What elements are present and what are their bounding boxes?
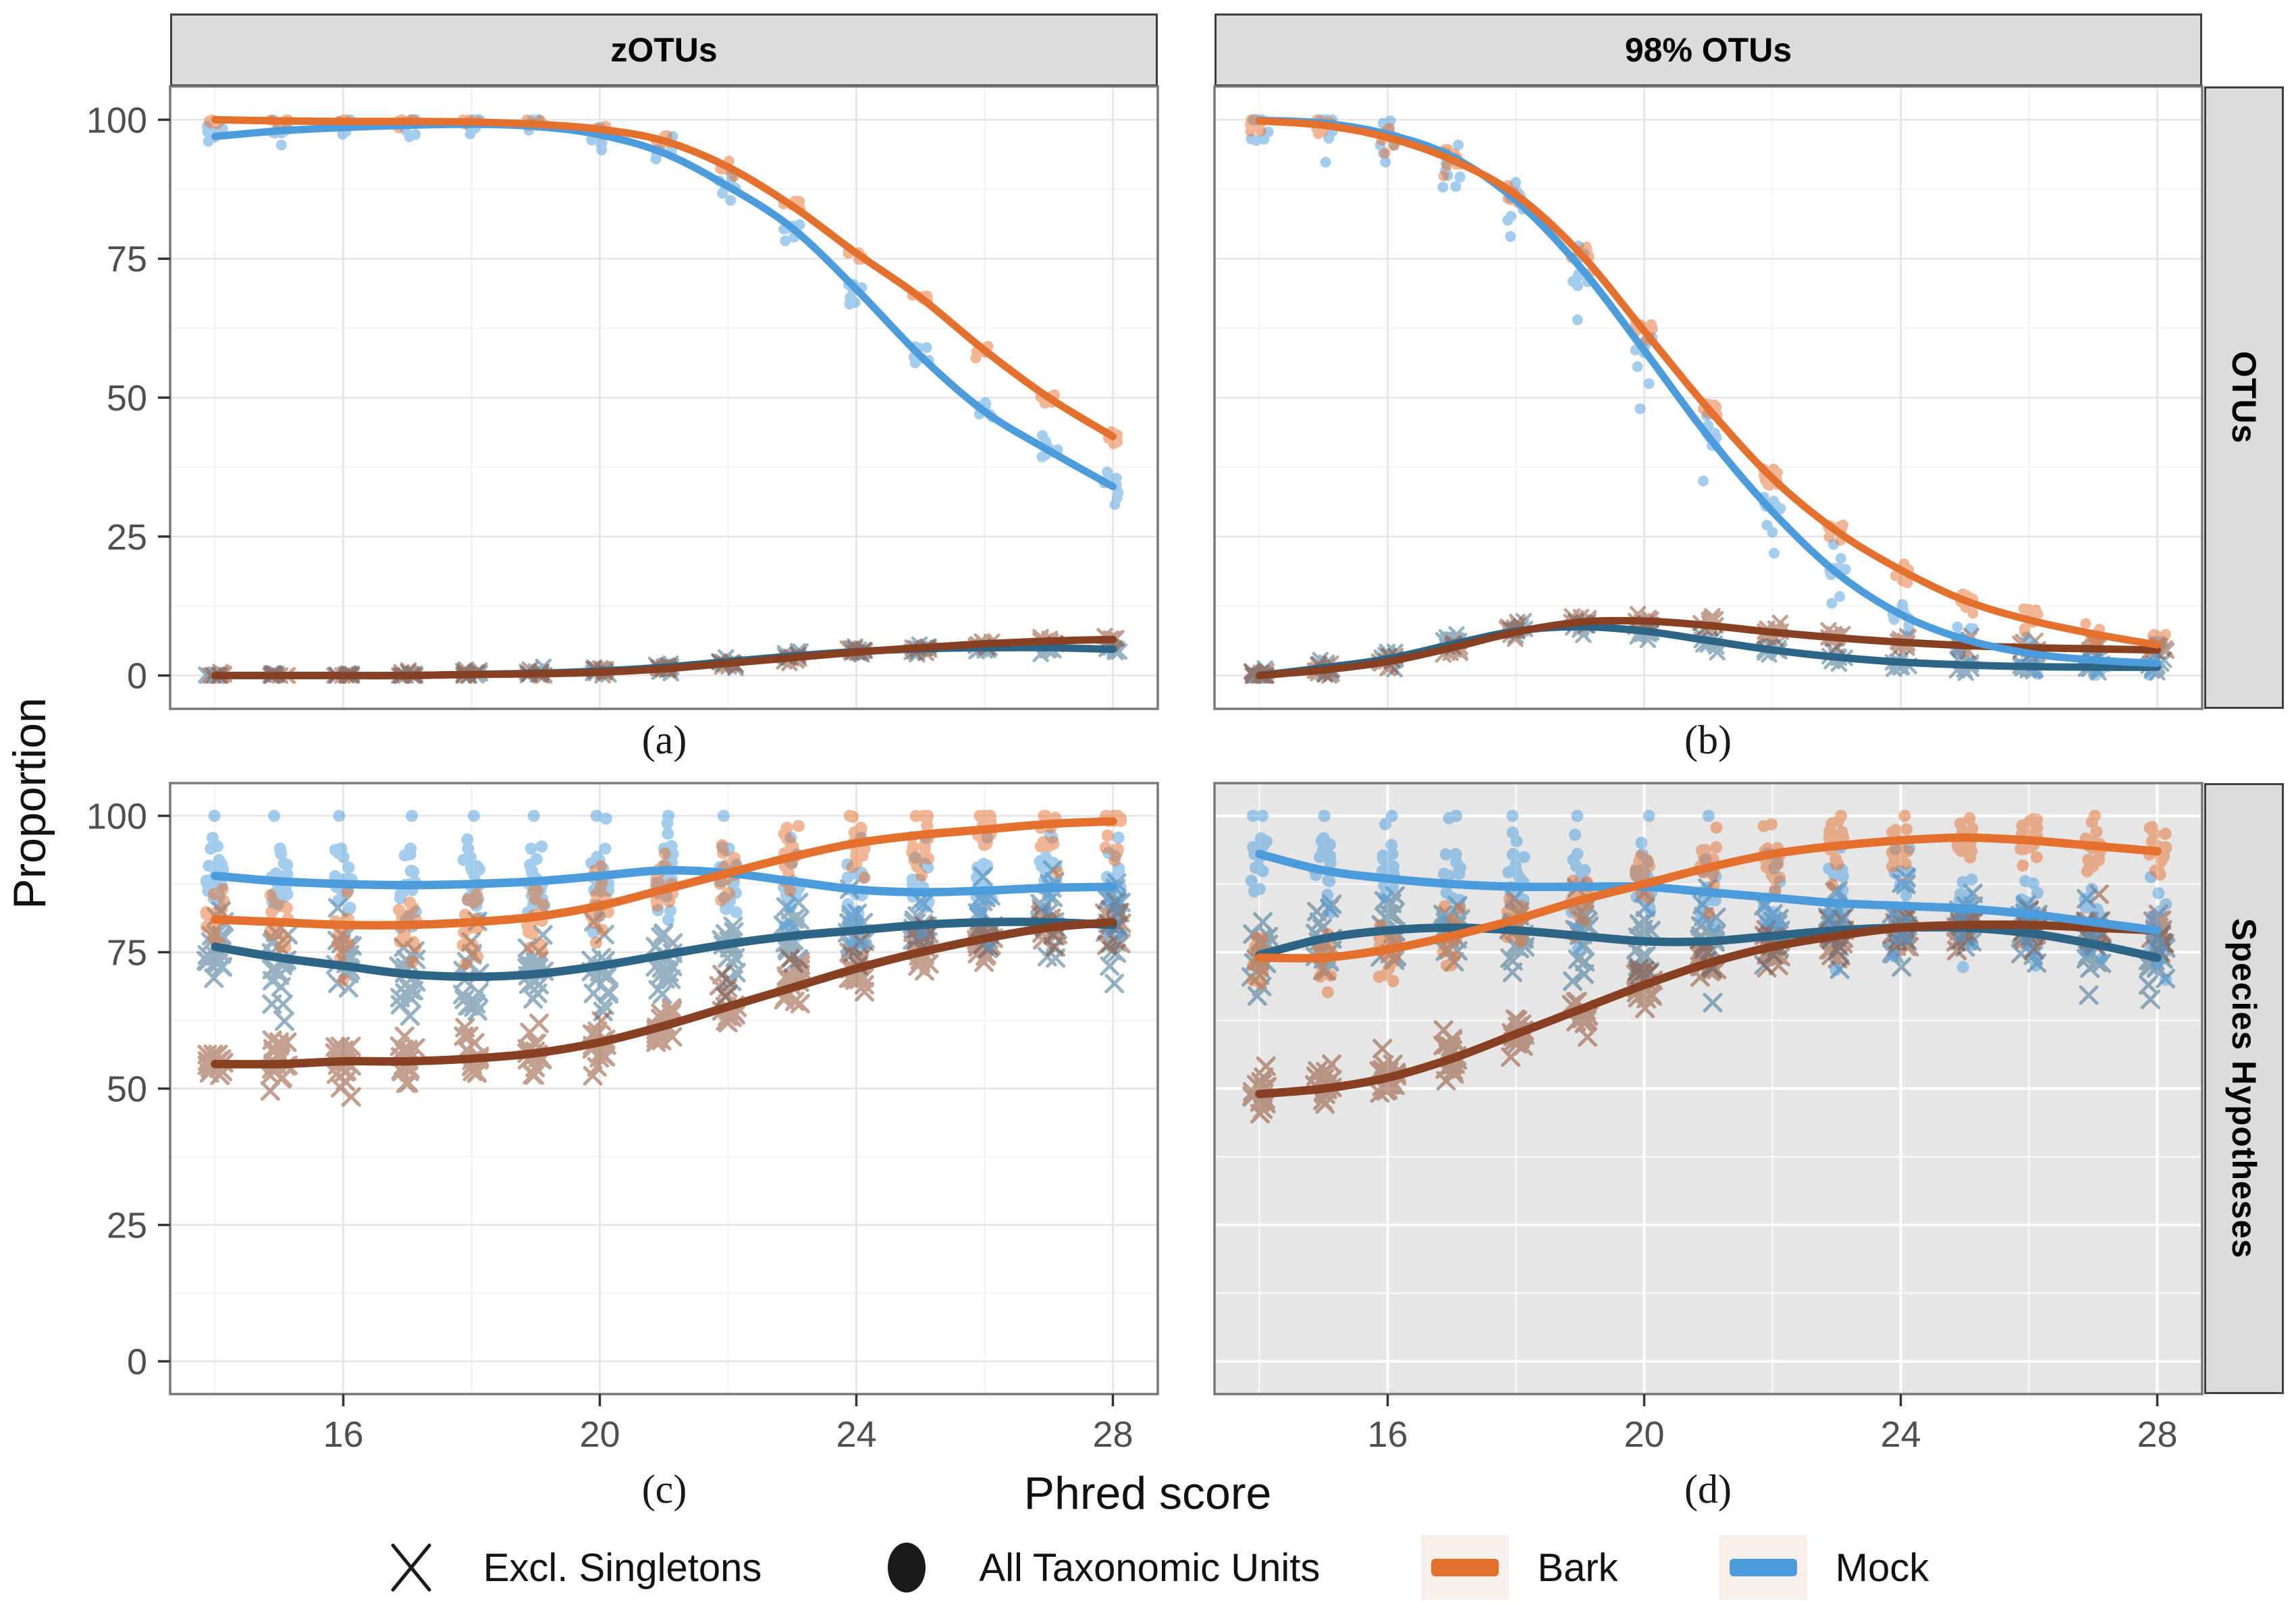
x-tick-label: 24 bbox=[1880, 1414, 1921, 1455]
y-tick-label: 0 bbox=[127, 1342, 147, 1383]
trend-line-d-mock bbox=[1255, 849, 2162, 935]
facet-row-label: OTUs bbox=[2225, 351, 2263, 444]
y-tick-label: 100 bbox=[86, 796, 147, 836]
y-tick-label: 75 bbox=[107, 932, 147, 973]
trend-line-b-mock bbox=[1256, 116, 2161, 667]
legend-item-excl-singletons: Excl. Singletons bbox=[367, 1535, 762, 1600]
y-tick-label: 0 bbox=[127, 656, 147, 697]
x-tick-label: 28 bbox=[1092, 1414, 1133, 1455]
facet-column-header-98-otus: 98% OTUs bbox=[1214, 14, 2202, 86]
facet-row-header-species-hypotheses: Species Hypotheses bbox=[2204, 783, 2284, 1394]
panel-zotus-otus: 0 25 50 75 100 bbox=[86, 85, 1159, 710]
legend-label: Excl. Singletons bbox=[483, 1545, 762, 1590]
y-tick-label: 100 bbox=[86, 100, 147, 140]
trend-line-a-bark bbox=[211, 115, 1117, 441]
legend: Excl. Singletons All Taxonomic Units Bark M… bbox=[0, 1534, 2296, 1601]
chart-area-b bbox=[1213, 85, 2204, 710]
x-tick-label: 20 bbox=[579, 1414, 620, 1455]
legend-label: Bark bbox=[1537, 1545, 1618, 1590]
trend-line-c-bark bbox=[211, 817, 1117, 930]
legend-item-bark: Bark bbox=[1421, 1535, 1618, 1600]
facet-row-header-otus: OTUs bbox=[2204, 86, 2284, 709]
y-tick-label: 25 bbox=[107, 517, 147, 558]
legend-label: Mock bbox=[1835, 1545, 1929, 1590]
trend-line-c-bark_dark bbox=[211, 917, 1117, 1069]
y-tick-label: 50 bbox=[107, 1069, 147, 1110]
chart-area-c: 0 25 50 75 100 16 20 24 28 bbox=[86, 782, 1159, 1455]
facet-column-label: 98% OTUs bbox=[1624, 31, 1792, 69]
chart-area-d: 16 20 24 28 bbox=[1213, 782, 2204, 1455]
y-axis-title: Proportion bbox=[4, 697, 55, 909]
x-tick-label: 24 bbox=[836, 1414, 876, 1455]
trend-line-d-mock_dark bbox=[1255, 923, 2162, 962]
trend-line-d-bark bbox=[1255, 833, 2162, 963]
panel-98otus-otus bbox=[1213, 85, 2204, 710]
y-tick-label: 50 bbox=[107, 378, 147, 419]
y-tick-label: 25 bbox=[107, 1206, 147, 1246]
x-tick-label: 16 bbox=[323, 1414, 363, 1455]
facet-column-header-zotus: zOTUs bbox=[170, 14, 1158, 86]
legend-item-all-taxonomic-units: All Taxonomic Units bbox=[863, 1535, 1320, 1600]
trend-line-a-bark_dark bbox=[211, 635, 1117, 680]
trend-line-c-mock_dark bbox=[211, 917, 1117, 982]
facet-column-label: zOTUs bbox=[610, 31, 718, 69]
y-tick-label: 75 bbox=[107, 239, 147, 279]
caption-d: (d) bbox=[1684, 1467, 1732, 1512]
legend-line-swatch-bark-icon bbox=[1421, 1535, 1510, 1600]
caption-b: (b) bbox=[1684, 718, 1732, 762]
legend-line-swatch-mock-icon bbox=[1719, 1535, 1807, 1600]
legend-item-mock: Mock bbox=[1719, 1535, 1929, 1600]
chart-area-a: 0 25 50 75 100 bbox=[86, 85, 1159, 710]
x-axis-title: Phred score bbox=[1023, 1468, 1272, 1519]
trend-line-c-mock bbox=[211, 865, 1117, 897]
trend-line-b-bark bbox=[1256, 117, 2161, 649]
caption-c: (c) bbox=[641, 1467, 687, 1512]
caption-a: (a) bbox=[641, 718, 687, 762]
all-taxonomic-units-dot-icon bbox=[863, 1535, 951, 1600]
trend-line-a-mock bbox=[211, 120, 1117, 491]
legend-label: All Taxonomic Units bbox=[979, 1545, 1320, 1590]
x-tick-label: 16 bbox=[1367, 1414, 1408, 1455]
x-tick-label: 20 bbox=[1624, 1414, 1664, 1455]
facet-row-label: Species Hypotheses bbox=[2225, 918, 2263, 1259]
x-tick-label: 28 bbox=[2137, 1414, 2177, 1455]
excl-singletons-cross-icon bbox=[367, 1535, 455, 1600]
panel-98otus-species-hypotheses: 16 20 24 28 bbox=[1213, 782, 2204, 1455]
panel-zotus-species-hypotheses: 0 25 50 75 100 16 20 24 28 bbox=[86, 782, 1159, 1455]
trend-line-d-bark_dark bbox=[1255, 920, 2162, 1098]
